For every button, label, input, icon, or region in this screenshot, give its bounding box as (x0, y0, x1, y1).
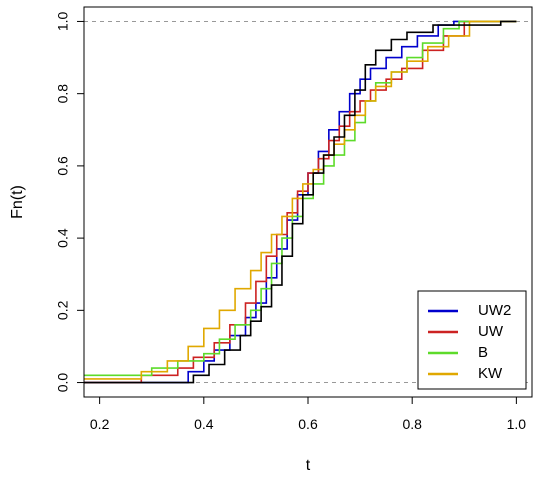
y-tick-label: 0.4 (55, 228, 71, 248)
y-tick-label: 0.8 (55, 84, 71, 104)
x-tick-label: 0.6 (298, 416, 318, 432)
y-axis: 0.0 0.2 0.4 0.6 0.8 1.0 (55, 12, 85, 393)
y-axis-label: Fn(t) (9, 185, 26, 219)
x-tick-label: 0.2 (90, 416, 110, 432)
x-tick-label: 0.4 (194, 416, 214, 432)
legend-label-uw2: UW2 (478, 302, 511, 319)
legend-label-b: B (478, 344, 488, 361)
x-tick-label: 0.8 (402, 416, 422, 432)
x-axis: 0.2 0.4 0.6 0.8 1.0 (90, 396, 527, 432)
y-tick-label: 0.2 (55, 300, 71, 320)
legend-box (417, 290, 527, 390)
legend-label-uw: UW (478, 323, 504, 340)
y-tick-label: 1.0 (55, 12, 71, 32)
x-axis-label: t (306, 457, 311, 474)
series-line-reference (84, 20, 517, 384)
legend: UW2 UW B KW (417, 290, 527, 390)
series-group (84, 20, 517, 384)
y-tick-label: 0.6 (55, 156, 71, 176)
series-line-uw (84, 20, 517, 384)
y-tick-label: 0.0 (55, 373, 71, 393)
legend-label-kw: KW (478, 365, 503, 382)
series-line-kw (84, 20, 517, 380)
x-tick-label: 1.0 (507, 416, 527, 432)
